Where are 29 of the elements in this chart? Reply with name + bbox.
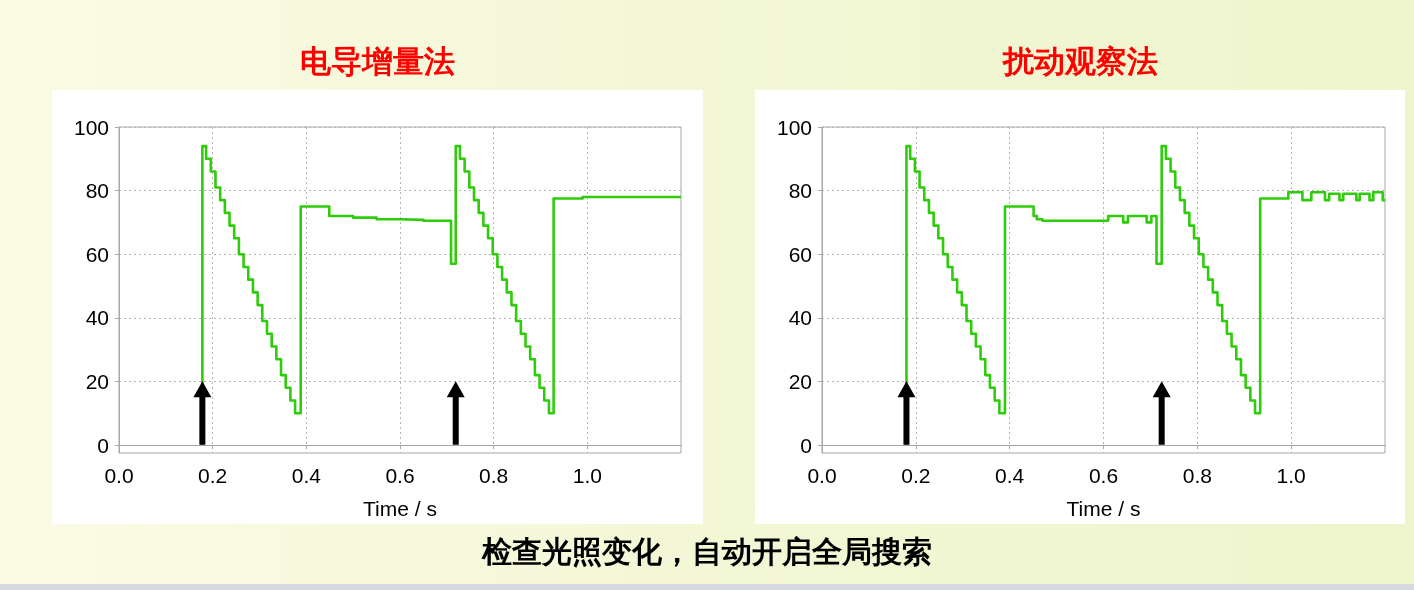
x-tick-label: 0.4 [291,464,322,487]
x-tick-label: 0.0 [104,464,134,487]
chart-title: 扰动观察法 [1000,42,1158,79]
y-tick-label: 80 [85,179,109,203]
y-tick-label: 0 [97,433,109,457]
x-tick-label: 0.6 [1088,464,1119,487]
y-tick-label: 0 [800,433,812,457]
x-axis-title: Time / s [1066,497,1141,520]
chart-title: 电导增量法 [300,42,455,79]
y-tick-label: 40 [788,306,812,330]
y-tick-label: 60 [788,242,812,266]
y-tick-label: 100 [73,115,109,139]
x-tick-label: 0.0 [807,464,837,487]
x-axis-title: Time / s [363,497,437,520]
y-tick-label: 20 [85,369,109,393]
y-tick-label: 20 [788,369,812,393]
text: 检查光照变化，自动开启全局搜索 [480,533,933,571]
y-tick-label: 60 [85,242,109,266]
x-tick-label: 0.4 [995,464,1025,487]
y-tick-label: 40 [85,306,109,330]
y-tick-label: 80 [788,179,812,203]
x-tick-label: 0.2 [901,464,931,487]
x-tick-label: 1.0 [572,464,602,487]
x-tick-label: 0.2 [198,464,228,487]
x-tick-label: 0.6 [385,464,415,487]
y-tick-label: 100 [776,115,812,139]
x-tick-label: 1.0 [1276,464,1306,487]
x-tick-label: 0.8 [1182,464,1212,487]
x-tick-label: 0.8 [479,464,509,487]
